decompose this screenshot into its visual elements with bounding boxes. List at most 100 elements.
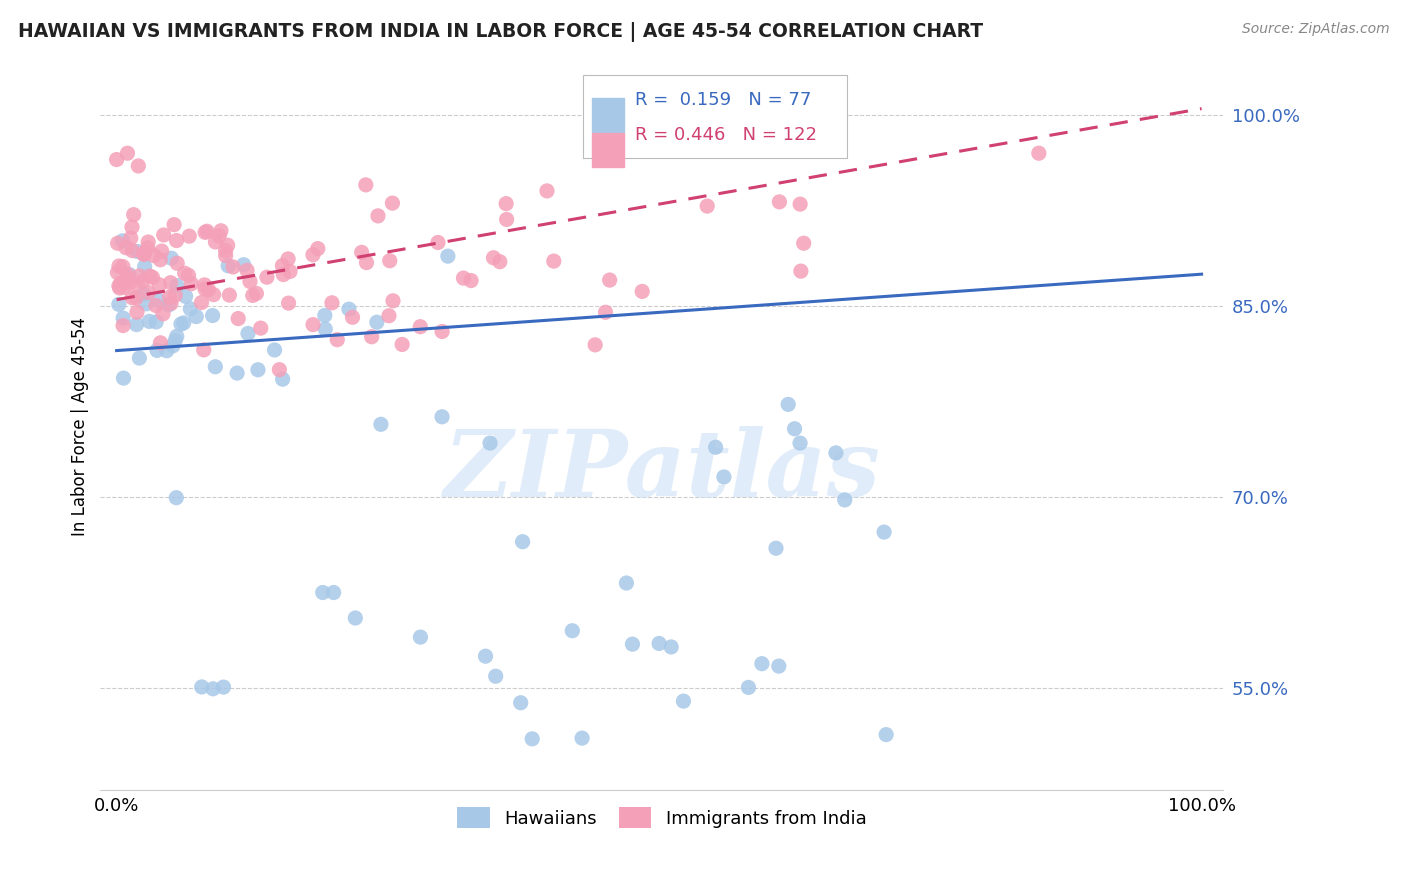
Point — [136, 285, 159, 300]
Point — [170, 317, 193, 331]
Point — [482, 251, 505, 265]
Point — [145, 315, 167, 329]
Point — [197, 283, 219, 297]
Point — [263, 343, 285, 357]
Point — [107, 266, 129, 280]
Bar — [592, 97, 624, 132]
Point — [160, 252, 183, 266]
Point — [112, 280, 135, 294]
Point — [460, 274, 482, 288]
Point — [302, 318, 325, 332]
Point — [149, 335, 172, 350]
Point — [214, 244, 236, 258]
Point — [165, 491, 187, 505]
Point — [148, 277, 170, 292]
Point — [135, 297, 157, 311]
Point — [430, 409, 453, 424]
Text: HAWAIIAN VS IMMIGRANTS FROM INDIA IN LABOR FORCE | AGE 45-54 CORRELATION CHART: HAWAIIAN VS IMMIGRANTS FROM INDIA IN LAB… — [18, 22, 983, 42]
Point — [173, 316, 195, 330]
Point — [146, 343, 169, 358]
Point — [307, 242, 329, 256]
Point — [370, 417, 392, 432]
Y-axis label: In Labor Force | Age 45-54: In Labor Force | Age 45-54 — [72, 318, 89, 536]
Point — [337, 302, 360, 317]
Point — [226, 311, 249, 326]
Point — [193, 343, 215, 357]
Point — [152, 307, 174, 321]
Point — [111, 260, 134, 274]
Point — [138, 314, 160, 328]
Point — [148, 293, 170, 308]
Point — [354, 178, 377, 192]
Point — [159, 276, 181, 290]
Point — [128, 268, 150, 283]
Point — [271, 259, 294, 273]
Point — [242, 288, 264, 302]
Point — [321, 295, 343, 310]
Point — [190, 680, 212, 694]
Point — [834, 492, 856, 507]
Point — [125, 305, 148, 319]
Point — [273, 268, 295, 282]
Point — [875, 728, 897, 742]
Point — [616, 576, 638, 591]
Point — [118, 276, 141, 290]
Point — [269, 362, 291, 376]
Point — [672, 694, 695, 708]
Point — [621, 637, 644, 651]
Point — [128, 351, 150, 365]
Point — [391, 337, 413, 351]
Point — [121, 244, 143, 258]
Point — [121, 291, 143, 305]
Point — [160, 296, 183, 310]
Point — [120, 231, 142, 245]
Point — [108, 279, 131, 293]
Point — [112, 371, 135, 385]
Point — [696, 199, 718, 213]
Point — [217, 259, 239, 273]
Point — [165, 334, 187, 348]
Point — [232, 258, 254, 272]
Point — [226, 366, 249, 380]
Point — [127, 277, 149, 292]
Point — [177, 268, 200, 283]
Point — [509, 696, 531, 710]
Point — [121, 220, 143, 235]
Point — [256, 270, 278, 285]
Point — [180, 277, 202, 291]
Point — [141, 270, 163, 285]
Point — [204, 359, 226, 374]
Point — [356, 255, 378, 269]
Point — [131, 274, 153, 288]
Point — [134, 260, 156, 274]
Point — [366, 315, 388, 329]
Point — [495, 196, 517, 211]
Point — [110, 277, 132, 291]
Point — [112, 311, 135, 326]
Point — [793, 236, 815, 251]
Point — [378, 253, 401, 268]
Point — [326, 333, 349, 347]
Point — [142, 249, 165, 263]
Point — [186, 310, 208, 324]
Point — [138, 268, 160, 283]
Point — [278, 264, 301, 278]
Point — [409, 630, 432, 644]
Point — [245, 286, 267, 301]
Point — [190, 295, 212, 310]
Point — [112, 318, 135, 333]
Point — [789, 197, 811, 211]
FancyBboxPatch shape — [583, 75, 846, 159]
Point — [571, 731, 593, 746]
Point — [127, 159, 149, 173]
Point — [174, 289, 197, 303]
Point — [132, 247, 155, 261]
Point — [122, 208, 145, 222]
Point — [426, 235, 449, 250]
Point — [136, 241, 159, 255]
Point — [127, 244, 149, 259]
Point — [453, 271, 475, 285]
Point — [768, 194, 790, 209]
Point — [512, 534, 534, 549]
Point — [783, 422, 806, 436]
